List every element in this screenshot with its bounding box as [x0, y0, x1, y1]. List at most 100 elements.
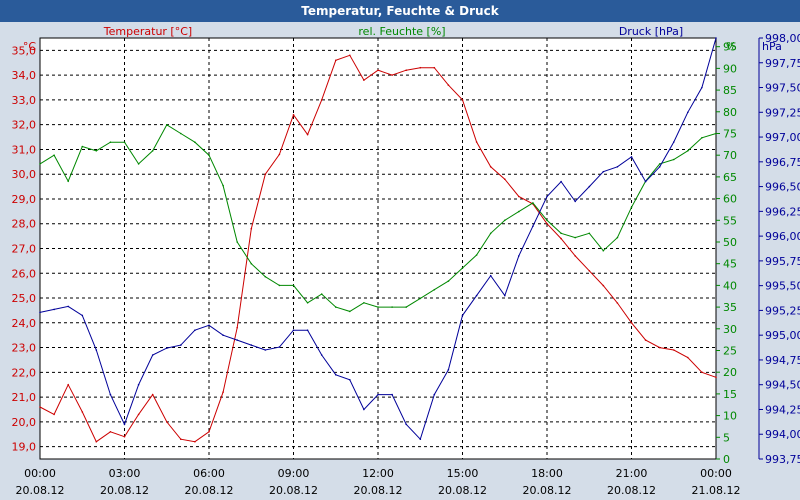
humidity-tick-label: 90 — [723, 62, 737, 75]
temp-tick-label: 23,0 — [12, 342, 37, 355]
pressure-point — [278, 346, 281, 348]
pressure-tick-label: 998,00 — [765, 32, 800, 45]
pressure-point — [53, 308, 55, 311]
temperature-point — [419, 66, 422, 69]
temperature-axis-title: Temperatur [°C] — [103, 25, 192, 38]
temp-tick-label: 31,0 — [12, 143, 37, 156]
temperature-point — [166, 421, 168, 423]
humidity-point — [363, 302, 365, 304]
temperature-point — [335, 59, 337, 62]
humidity-point — [546, 219, 548, 222]
x-tick-time: 21:00 — [616, 467, 648, 480]
humidity-point — [109, 141, 112, 143]
humidity-point — [264, 275, 267, 278]
temperature-point — [588, 270, 591, 272]
humidity-point — [67, 180, 69, 182]
humidity-point — [560, 232, 562, 235]
temperature-point — [137, 413, 140, 416]
x-tick-time: 06:00 — [193, 467, 225, 480]
humidity-point — [320, 293, 323, 295]
pressure-point — [504, 294, 506, 297]
pressure-tick-label: 996,25 — [765, 205, 800, 218]
pressure-tick-label: 996,00 — [765, 230, 800, 243]
x-tick-time: 00:00 — [700, 467, 732, 480]
temp-tick-label: 30,0 — [12, 168, 37, 181]
pressure-tick-label: 994,25 — [765, 403, 800, 416]
temperature-point — [687, 356, 689, 359]
temperature-point — [292, 114, 295, 116]
x-tick-date: 21.08.12 — [692, 484, 741, 497]
x-tick-time: 12:00 — [362, 467, 394, 480]
x-tick-time: 18:00 — [531, 467, 563, 480]
temperature-point — [489, 166, 492, 168]
pressure-tick-label: 993,75 — [765, 453, 800, 466]
humidity-point — [602, 249, 605, 252]
temp-tick-label: 20,0 — [12, 416, 37, 429]
pressure-point — [644, 180, 647, 183]
humidity-unit-label: % — [726, 40, 736, 53]
pressure-point — [236, 339, 238, 341]
pressure-tick-label: 996,75 — [765, 156, 800, 169]
temp-tick-label: 25,0 — [12, 292, 37, 305]
humidity-tick-label: 20 — [723, 366, 737, 379]
pressure-point — [687, 111, 689, 114]
pressure-point — [208, 324, 210, 327]
pressure-point — [461, 314, 464, 317]
temperature-point — [644, 339, 647, 341]
temperature-point — [574, 255, 576, 257]
humidity-point — [433, 288, 436, 291]
humidity-point — [405, 306, 408, 308]
humidity-point — [715, 132, 717, 135]
temp-tick-label: 24,0 — [12, 317, 37, 330]
humidity-point — [137, 163, 140, 165]
temperature-point — [222, 391, 224, 393]
x-tick-time: 09:00 — [278, 467, 310, 480]
humidity-point — [419, 297, 422, 300]
pressure-point — [264, 349, 267, 351]
pressure-point — [292, 329, 295, 332]
temperature-point — [53, 413, 55, 416]
pressure-point — [137, 383, 140, 386]
humidity-tick-label: 70 — [723, 149, 737, 162]
temp-tick-label: 26,0 — [12, 267, 37, 280]
x-tick-time: 00:00 — [24, 467, 56, 480]
pressure-point — [715, 37, 717, 39]
humidity-point — [588, 232, 591, 235]
pressure-tick-label: 995,75 — [765, 255, 800, 268]
humidity-point — [377, 306, 379, 308]
pressure-point — [532, 225, 534, 227]
humidity-point — [81, 145, 84, 148]
pressure-tick-label: 997,50 — [765, 82, 800, 95]
pressure-point — [194, 329, 196, 332]
pressure-tick-label: 995,50 — [765, 280, 800, 293]
temperature-point — [715, 376, 717, 379]
humidity-point — [39, 163, 41, 165]
temperature-point — [180, 438, 182, 441]
humidity-point — [574, 236, 576, 239]
humidity-point — [461, 267, 464, 269]
temperature-point — [151, 393, 154, 396]
pressure-tick-label: 997,00 — [765, 131, 800, 144]
temperature-point — [701, 371, 703, 374]
humidity-tick-label: 85 — [723, 84, 737, 97]
pressure-unit-label: hPa — [762, 40, 782, 53]
pressure-point — [602, 170, 605, 173]
temperature-point — [405, 69, 408, 71]
temperature-point — [504, 178, 506, 180]
humidity-point — [630, 206, 633, 209]
temperature-point — [602, 284, 605, 287]
humidity-point — [166, 124, 168, 126]
pressure-point — [658, 166, 661, 168]
pressure-point — [475, 294, 478, 297]
humidity-tick-label: 35 — [723, 301, 737, 314]
humidity-point — [475, 254, 478, 256]
pressure-point — [123, 423, 126, 426]
x-tick-time: 03:00 — [109, 467, 141, 480]
humidity-point — [236, 241, 238, 243]
pressure-tick-label: 997,25 — [765, 106, 800, 119]
humidity-point — [518, 210, 520, 213]
temperature-point — [630, 322, 633, 324]
pressure-tick-label: 995,00 — [765, 329, 800, 342]
pressure-point — [588, 185, 591, 188]
temp-tick-label: 34,0 — [12, 69, 37, 82]
